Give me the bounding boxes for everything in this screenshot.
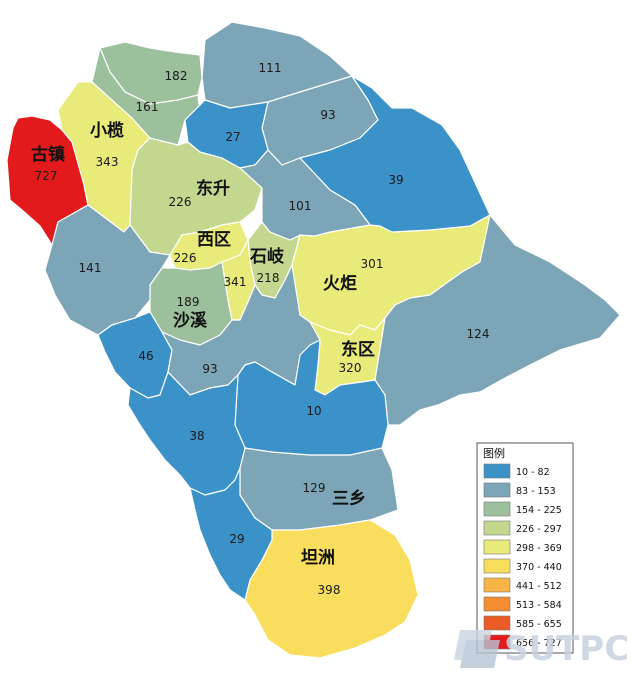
region-r10: [234, 339, 389, 456]
legend-items: 10 - 82 83 - 153 154 - 225 226 - 297 298 - 3…: [483, 463, 562, 650]
legend-swatch: [483, 501, 511, 517]
region-value-r111: 111: [259, 61, 282, 75]
legend-swatch: [483, 482, 511, 498]
legend-label: 226 - 297: [516, 524, 562, 535]
region-name-shiqi: 石岐: [249, 246, 285, 267]
legend-label: 298 - 369: [516, 543, 562, 554]
legend-label: 656 - 727: [516, 638, 562, 649]
region-name-xiaolan: 小榄: [90, 120, 124, 141]
legend: 图例 10 - 82 83 - 153 154 - 225 226 - 297 298 …: [476, 442, 574, 654]
regions-layer: [6, 21, 621, 659]
region-value-r38: 38: [189, 429, 204, 443]
region-value-dongsheng: 226: [169, 195, 192, 209]
region-name-guzhen: 古镇: [31, 144, 65, 165]
region-value-r93n: 93: [320, 108, 335, 122]
legend-label: 513 - 584: [516, 600, 562, 611]
watermark: SUTPC: [454, 629, 629, 669]
legend-swatch: [483, 463, 511, 479]
region-value-r124: 124: [467, 327, 490, 341]
legend-swatch: [483, 615, 511, 631]
region-name-tanzhou: 坦洲: [301, 548, 335, 568]
region-value-r93s: 93: [202, 362, 217, 376]
legend-label: 154 - 225: [516, 505, 562, 516]
region-name-xiqu: 西区: [197, 230, 231, 250]
legend-swatch: [483, 539, 511, 555]
region-value-guzhen: 727: [35, 169, 58, 183]
region-value-r101: 101: [289, 199, 312, 213]
region-name-shaxi: 沙溪: [173, 311, 208, 331]
region-value-r341: 341: [224, 275, 247, 289]
region-value-shaxi: 189: [177, 295, 200, 309]
legend-label: 10 - 82: [516, 467, 550, 478]
region-value-r141: 141: [79, 261, 102, 275]
legend-swatch: [483, 577, 511, 593]
legend-label: 83 - 153: [516, 486, 556, 497]
legend-label: 585 - 655: [516, 619, 562, 630]
region-value-sanxiang: 129: [303, 481, 326, 495]
region-value-r182: 182: [165, 69, 188, 83]
legend-swatch: [483, 558, 511, 574]
region-value-r39: 39: [388, 173, 403, 187]
watermark-text: SUTPC: [504, 629, 629, 669]
legend-label: 441 - 512: [516, 581, 562, 592]
region-r161: [91, 47, 201, 146]
region-value-shiqi: 218: [257, 271, 280, 285]
region-value-r46: 46: [138, 349, 153, 363]
region-value-xiqu: 226: [174, 251, 197, 265]
region-r124: [374, 214, 621, 426]
region-name-dongsheng: 东升: [196, 178, 230, 199]
region-value-r10: 10: [306, 404, 321, 418]
region-r39: [299, 75, 491, 233]
region-r101: [239, 149, 371, 241]
region-name-dongqu: 东区: [341, 339, 375, 360]
legend-swatch: [483, 596, 511, 612]
region-r141: [44, 204, 171, 336]
legend-label: 370 - 440: [516, 562, 562, 573]
region-value-tanzhou: 398: [318, 583, 341, 597]
legend-swatch: [483, 520, 511, 536]
legend-title: 图例: [483, 446, 505, 460]
region-value-r161: 161: [136, 100, 159, 114]
region-value-r29: 29: [229, 532, 244, 546]
region-name-sanxiang: 三乡: [332, 489, 366, 509]
watermark-logo-icon: [454, 630, 500, 668]
region-value-r27: 27: [225, 130, 240, 144]
region-value-dongqu: 320: [339, 361, 362, 375]
region-name-huoju: 火炬: [323, 273, 357, 294]
region-value-huoju: 301: [361, 257, 384, 271]
region-value-xiaolan: 343: [96, 155, 119, 169]
region-r29: [189, 467, 273, 601]
